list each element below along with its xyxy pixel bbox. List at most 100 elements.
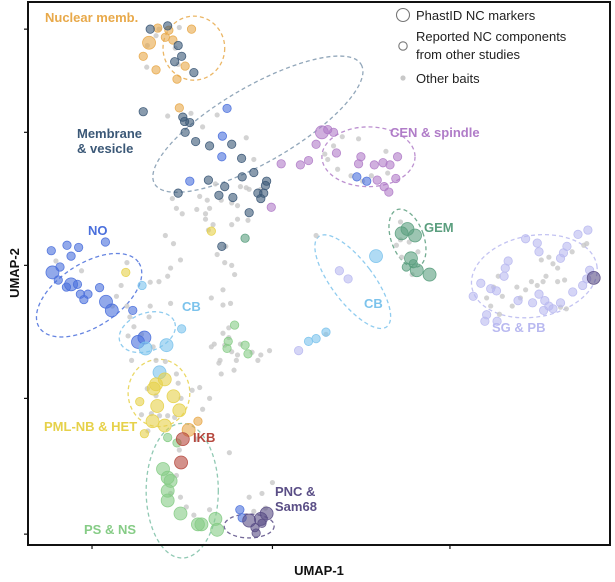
- point-no: [128, 305, 138, 316]
- other-bait-point: [234, 216, 241, 222]
- other-bait-point: [313, 232, 319, 239]
- point-no: [185, 176, 195, 186]
- cluster-ellipse-cb-right: [314, 234, 392, 330]
- point-sg-pb: [539, 305, 549, 316]
- cluster-label-cb-right: CB: [364, 296, 383, 311]
- cluster-label-pml-nb-het: PML-NB & HET: [44, 419, 137, 434]
- cluster-label-line: NO: [88, 223, 108, 238]
- point-pml-nb-het: [146, 381, 161, 396]
- other-bait-point: [197, 193, 203, 199]
- cluster-label-sg-pb: SG & PB: [492, 320, 545, 335]
- point-no: [217, 131, 227, 141]
- point-cen-spindle: [276, 159, 286, 169]
- other-bait-point: [499, 293, 505, 299]
- other-bait-point: [165, 113, 171, 119]
- point-gem: [408, 228, 422, 243]
- point-cb: [137, 280, 147, 291]
- cluster-label-gem: GEM: [424, 220, 454, 235]
- other-bait-point: [415, 249, 421, 255]
- other-bait-point: [397, 219, 404, 225]
- other-bait-point: [131, 324, 137, 330]
- point-membrane-vesicle: [173, 188, 183, 198]
- other-bait-point: [169, 195, 175, 202]
- legend-marker-medium: [398, 41, 408, 51]
- other-bait-point: [245, 217, 251, 223]
- point-ps-ns: [222, 343, 232, 354]
- other-bait-point: [124, 260, 130, 266]
- other-bait-point: [584, 241, 590, 247]
- cluster-ellipse-no: [35, 252, 143, 338]
- legend-label: Reported NC components: [416, 29, 567, 44]
- other-bait-point: [156, 413, 163, 419]
- point-gem: [240, 233, 250, 243]
- point-ps-ns: [210, 522, 225, 537]
- point-membrane-vesicle: [227, 139, 237, 149]
- other-bait-point: [258, 352, 264, 358]
- other-bait-point: [339, 134, 345, 140]
- point-no: [72, 279, 83, 289]
- point-ps-ns: [240, 340, 250, 350]
- point-cb-right: [311, 334, 321, 344]
- point-sg-pb: [562, 241, 572, 251]
- other-bait-point: [484, 295, 490, 301]
- point-cen-spindle: [392, 152, 403, 162]
- other-bait-point: [251, 508, 257, 514]
- other-bait-point: [176, 447, 182, 453]
- point-sg-pb: [500, 263, 510, 273]
- point-membrane-vesicle: [173, 40, 183, 51]
- legend-entry-reported-nc-components-from-other-studies: Reported NC components from other studies: [398, 29, 567, 62]
- other-bait-point: [173, 205, 180, 211]
- other-bait-point: [330, 143, 337, 149]
- other-bait-point: [227, 300, 234, 306]
- point-membrane-vesicle: [177, 51, 187, 61]
- point-membrane-vesicle: [262, 176, 272, 186]
- point-sg-pb: [578, 280, 588, 291]
- other-bait-point: [118, 282, 124, 289]
- other-bait-point: [495, 273, 501, 279]
- other-bait-point: [406, 239, 412, 245]
- other-bait-point: [237, 184, 244, 190]
- cluster-ellipse-cb: [118, 311, 177, 354]
- point-cen-spindle: [379, 182, 389, 192]
- other-bait-point: [246, 186, 252, 192]
- other-bait-point: [175, 380, 181, 386]
- point-no: [217, 152, 227, 162]
- other-bait-point: [167, 265, 174, 271]
- plot-frame: [27, 1, 611, 546]
- cluster-ellipse-ps-ns: [145, 422, 219, 559]
- other-bait-point: [569, 249, 575, 255]
- point-sg-pb: [534, 289, 544, 299]
- point-nuclear-memb: [172, 74, 182, 84]
- point-pml-nb-het: [145, 414, 160, 429]
- other-bait-point: [368, 173, 374, 179]
- point-cen-spindle: [295, 160, 305, 170]
- point-nuclear-memb: [160, 32, 170, 42]
- point-membrane-vesicle: [220, 182, 230, 192]
- point-nuclear-memb: [193, 416, 203, 426]
- other-bait-point: [179, 211, 185, 217]
- legend: PhastID NC markers Reported NC components…: [395, 7, 567, 86]
- other-bait-point: [206, 205, 213, 211]
- other-bait-point: [266, 348, 273, 354]
- cluster-label-cen-spindle: CEN & spindle: [390, 125, 480, 140]
- other-bait-point: [191, 512, 197, 518]
- point-ps-ns: [173, 506, 188, 521]
- other-bait-point: [234, 203, 241, 209]
- cluster-ellipse-pnc-sam68: [223, 513, 275, 539]
- other-bait-point: [555, 279, 561, 285]
- point-no: [61, 282, 72, 292]
- other-bait-point: [156, 279, 162, 285]
- cluster-label-line: IKB: [193, 430, 215, 445]
- point-membrane-vesicle: [189, 67, 199, 78]
- other-bait-point: [194, 436, 200, 442]
- other-bait-point: [146, 314, 152, 320]
- point-cb: [159, 338, 174, 353]
- other-bait-point: [162, 232, 168, 239]
- other-bait-point: [125, 333, 131, 339]
- other-bait-point: [176, 24, 182, 31]
- legend-label: from other studies: [416, 47, 521, 62]
- point-membrane-vesicle: [145, 24, 155, 34]
- other-bait-point: [165, 413, 171, 419]
- other-bait-point: [528, 279, 535, 285]
- legend-marker-small: [400, 75, 406, 81]
